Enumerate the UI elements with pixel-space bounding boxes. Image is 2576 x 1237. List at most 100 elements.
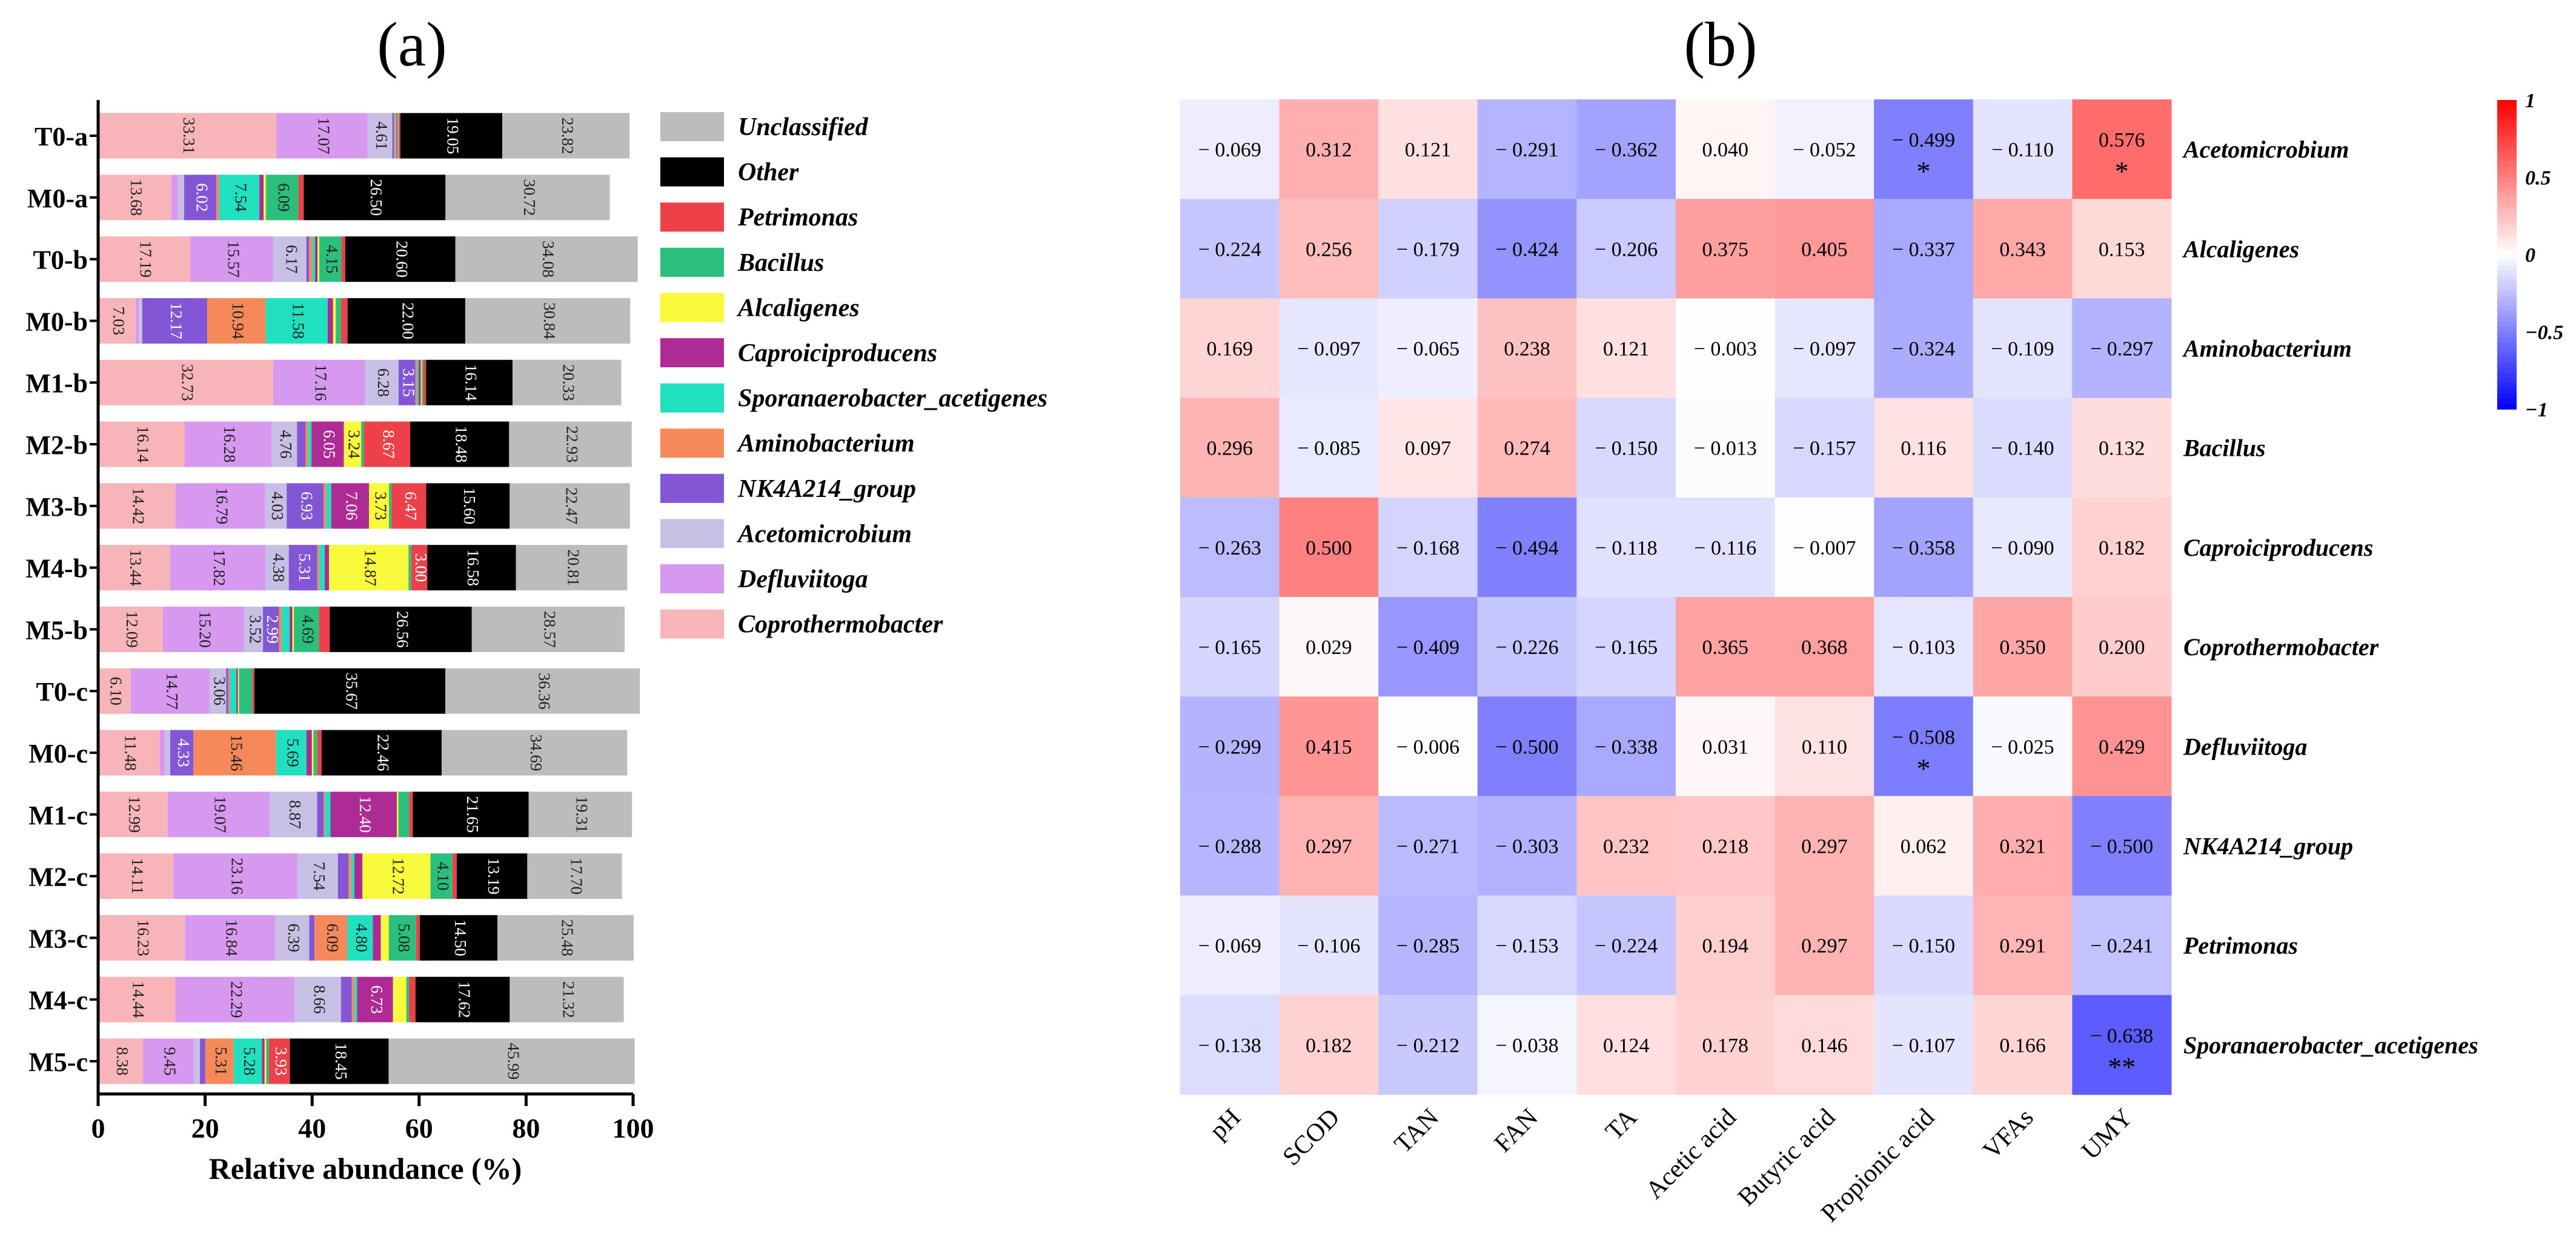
sample-label-m1-c: M1-c	[28, 801, 88, 830]
bar-segment-m0-c-caproiciproducens	[307, 730, 312, 776]
cell-value: 0.166	[1999, 1035, 2046, 1057]
cell-value: 0.029	[1306, 636, 1352, 659]
heatmap-cell-petrimonas-scod	[1279, 895, 1379, 996]
heatmap-cell-petrimonas-vfas	[1973, 895, 2073, 996]
sample-label-m5-c: M5-c	[28, 1047, 88, 1077]
bar-segment-m0-b-acetomicrobium	[139, 298, 142, 344]
bar-segment-m1-b-other	[426, 359, 513, 405]
data-label: 26.50	[367, 179, 385, 216]
bar-segment-m2-b-defluviitoga	[184, 421, 272, 467]
bar-segment-t0-b-bacillus	[319, 236, 342, 282]
cell-value: − 0.097	[1793, 338, 1856, 361]
bar-segment-m5-b-sporanaerobacter-acetigenes	[281, 606, 290, 652]
bar-segment-m2-b-aminobacterium	[305, 421, 308, 467]
data-label: 6.73	[368, 985, 386, 1014]
colorbar-segment	[2497, 218, 2517, 224]
data-label: 21.32	[559, 981, 577, 1018]
sample-label-m1-b: M1-b	[25, 368, 88, 398]
data-label: 4.61	[373, 121, 391, 150]
cell-value: 0.182	[1306, 1035, 1352, 1057]
data-label: 17.07	[314, 118, 333, 155]
heatmap-cell-acetomicrobium-vfas	[1973, 99, 2073, 199]
cell-value: − 0.299	[1198, 736, 1261, 758]
colorbar-segment	[2497, 321, 2517, 327]
sample-label-m4-c: M4-c	[28, 985, 88, 1015]
bar-segment-m0-c-bacillus	[313, 730, 317, 776]
sample-label-t0-b: T0-b	[33, 245, 88, 275]
legend-label-petrimonas: Petrimonas	[737, 204, 858, 232]
data-label: 32.73	[178, 364, 196, 401]
x-tick-label: 40	[298, 1113, 326, 1144]
bar-segment-m3-b-sporanaerobacter-acetigenes	[326, 483, 331, 529]
x-axis-title: Relative abundance (%)	[209, 1152, 522, 1185]
cell-value: − 0.138	[1198, 1035, 1261, 1057]
colorbar-segment	[2497, 152, 2517, 158]
heatmap-cell-coprothermobacter-ta	[1576, 597, 1676, 697]
heatmap-cell-defluviitoga-umy	[2072, 696, 2172, 796]
data-label: 6.05	[320, 430, 339, 458]
bar-segment-t0-b-coprothermobacter	[98, 236, 190, 282]
bar-segment-m0-a-aminobacterium	[216, 175, 219, 221]
colorbar-segment	[2497, 131, 2517, 137]
heatmap-cell-coprothermobacter-ph	[1180, 597, 1280, 697]
legend-label-alcaligenes: Alcaligenes	[736, 294, 860, 322]
cell-value: 0.116	[1900, 438, 1946, 460]
colorbar-segment	[2497, 362, 2517, 368]
data-label: 13.44	[127, 549, 145, 586]
data-label: 13.68	[127, 179, 145, 216]
bar-segment-m5-b-defluviitoga	[162, 606, 244, 652]
significance-mark: *	[1917, 753, 1931, 784]
x-tick-label: 60	[405, 1113, 433, 1144]
bar-segment-m2-c-petrimonas	[452, 853, 457, 899]
data-label: 3.06	[211, 677, 229, 705]
data-label: 6.39	[285, 924, 303, 952]
bar-segment-m0-a-caproiciproducens	[259, 175, 264, 221]
legend-label-sporanaerobacter-acetigenes: Sporanaerobacter_acetigenes	[738, 385, 1047, 413]
cell-value: 0.415	[1306, 736, 1352, 758]
bar-segment-m4-c-caproiciproducens	[357, 976, 393, 1022]
colorbar-segment	[2497, 352, 2517, 358]
cell-value: − 0.285	[1396, 935, 1459, 958]
panel-a-label: (a)	[377, 10, 446, 79]
colorbar-segment	[2497, 208, 2517, 214]
heatmap-cell-petrimonas-butyric-acid	[1774, 895, 1874, 996]
heatmap-cell-bacillus-butyric-acid	[1774, 398, 1874, 498]
colorbar-segment	[2497, 285, 2517, 292]
colorbar-segment	[2497, 125, 2517, 132]
bar-segment-m3-c-bacillus	[388, 915, 416, 961]
heatmap-cell-nk4a214-group-vfas	[1973, 796, 2073, 896]
cell-value: − 0.153	[1496, 935, 1559, 958]
cell-value: 0.343	[1999, 238, 2046, 261]
bar-segment-m5-b-unclassified	[471, 606, 625, 652]
bar-segment-m2-b-caproiciproducens	[311, 421, 344, 467]
legend-swatch-alcaligenes	[660, 293, 724, 322]
bar-segment-m1-b-alcaligenes	[420, 359, 422, 405]
data-label: 6.93	[298, 492, 316, 520]
colorbar-segment	[2497, 332, 2517, 338]
cell-value: 0.350	[1999, 636, 2046, 659]
bar-segment-m2-c-coprothermobacter	[98, 853, 174, 899]
bar-segment-m4-c-nk4a214-group	[340, 976, 352, 1022]
legend-swatch-other	[660, 157, 724, 187]
bar-segment-m1-c-alcaligenes	[396, 792, 399, 838]
legend-swatch-acetomicrobium	[660, 519, 724, 548]
cell-value: 0.146	[1801, 1035, 1848, 1057]
bar-segment-m1-b-coprothermobacter	[98, 359, 274, 405]
bar-segment-m1-b-aminobacterium	[415, 359, 417, 405]
heatmap-cell-sporanaerobacter-acetigenes-scod	[1279, 995, 1379, 1095]
row-label-coprothermobacter: Coprothermobacter	[2183, 633, 2379, 661]
heatmap-cell-bacillus-scod	[1279, 398, 1379, 498]
bar-segment-m4-b-aminobacterium	[317, 545, 320, 591]
heatmap-cell-sporanaerobacter-acetigenes-fan	[1477, 995, 1577, 1095]
cell-value: − 0.271	[1396, 836, 1459, 858]
data-label: 5.69	[284, 738, 302, 767]
bar-segment-m4-c-petrimonas	[409, 976, 416, 1022]
legend-label-acetomicrobium: Acetomicrobium	[736, 520, 912, 548]
bar-segment-m0-a-sporanaerobacter-acetigenes	[219, 175, 260, 221]
heatmap-cell-aminobacterium-butyric-acid	[1774, 298, 1874, 399]
heatmap-cell-petrimonas-umy	[2072, 895, 2172, 996]
cell-value: 0.296	[1207, 438, 1253, 460]
bar-segment-m0-b-aminobacterium	[207, 298, 266, 344]
bar-segment-m4-c-bacillus	[406, 976, 410, 1022]
heatmap-cell-petrimonas-propionic-acid	[1874, 895, 1974, 996]
